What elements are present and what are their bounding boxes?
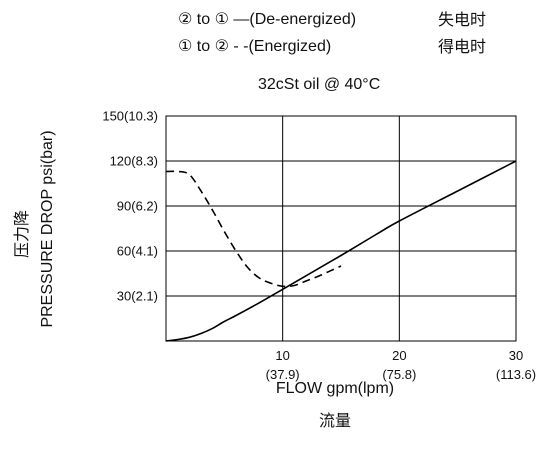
solid-line-glyph: —	[228, 11, 250, 28]
x-tick-sublabel: (75.8)	[382, 367, 416, 382]
tick-labels: 30(2.1) 60(4.1) 90(6.2) 120(8.3) 150(10.3) 10…	[102, 109, 536, 383]
y-tick-label: 60(4.1)	[117, 244, 158, 259]
x-tick-label: 10	[275, 348, 289, 363]
plot-frame	[165, 115, 517, 342]
dashed-line-glyph: - -	[228, 38, 249, 55]
x-tick-sublabel: (37.9)	[266, 367, 300, 382]
legend-to-text: to	[192, 38, 215, 55]
x-tick-label: 30	[509, 348, 523, 363]
legend-label-de-energized: (De-energized)	[249, 11, 357, 28]
legend-row-energized: ① to ② - -(Energized)	[178, 37, 331, 57]
grid-lines	[165, 115, 517, 342]
y-tick-label: 90(6.2)	[117, 199, 158, 214]
series-line-de-energized	[165, 160, 517, 342]
series-lines	[165, 160, 517, 342]
x-tick-sublabel: (113.6)	[496, 367, 536, 382]
series-line-energized	[165, 170, 342, 288]
x-axis-title-cn: 流量	[318, 411, 351, 430]
y-tick-label: 120(8.3)	[110, 154, 158, 169]
legend-cn-energized: 得电时	[438, 37, 487, 56]
x-tick-label: 20	[392, 348, 406, 363]
port-1-symbol: ①	[214, 11, 229, 28]
port-2-symbol: ②	[214, 38, 229, 55]
y-tick-label: 150(10.3)	[102, 109, 158, 124]
x-axis-title: FLOW gpm(lpm)	[275, 380, 395, 397]
y-tick-label: 30(2.1)	[117, 289, 158, 304]
legend-cn-de-energized: 失电时	[438, 10, 487, 29]
legend-label-energized: (Energized)	[248, 38, 332, 55]
port-1-symbol: ①	[178, 38, 193, 55]
legend-row-de-energized: ② to ① —(De-energized)	[178, 10, 356, 30]
oil-condition-label: 32cSt oil @ 40°C	[258, 76, 381, 93]
port-2-symbol: ②	[178, 11, 193, 28]
legend-to-text: to	[192, 11, 215, 28]
